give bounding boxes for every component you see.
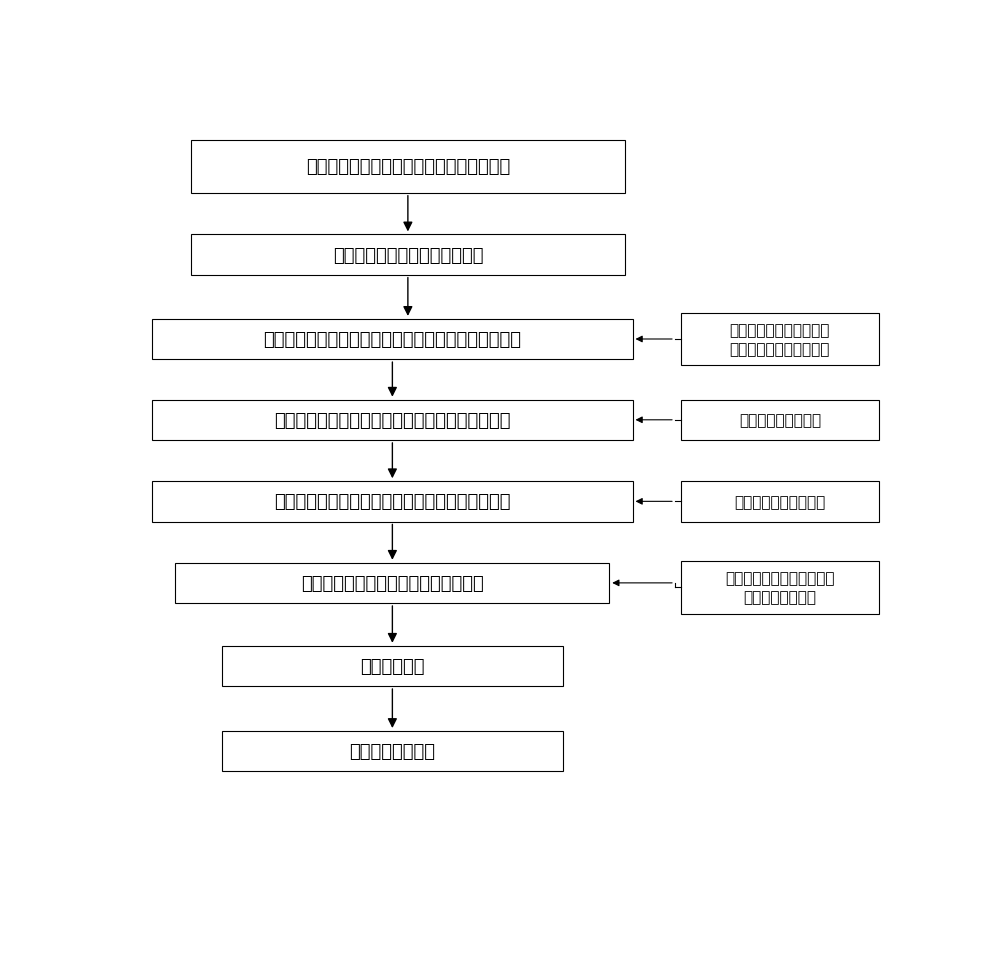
FancyBboxPatch shape (152, 400, 633, 440)
Text: 通过标定得到激光雷达与
掘进机之间的安装误差阵: 通过标定得到激光雷达与 掘进机之间的安装误差阵 (730, 323, 830, 356)
FancyBboxPatch shape (681, 481, 879, 522)
FancyBboxPatch shape (681, 400, 879, 440)
FancyBboxPatch shape (175, 563, 609, 603)
Text: 惯导提供的姿态矩阵: 惯导提供的姿态矩阵 (739, 413, 821, 428)
Text: 惯导提供的掘进机在导航坐
标系中的位置信息: 惯导提供的掘进机在导航坐 标系中的位置信息 (725, 571, 835, 604)
Text: 得到激光雷达到单一控制点在载体坐标系中的距离: 得到激光雷达到单一控制点在载体坐标系中的距离 (274, 412, 511, 430)
Text: 得到掘进机在导航坐标系中的位置坐标: 得到掘进机在导航坐标系中的位置坐标 (301, 575, 484, 592)
FancyBboxPatch shape (152, 319, 633, 360)
Text: 卡尔曼滤波器: 卡尔曼滤波器 (360, 658, 425, 675)
Text: 利用激光雷达对参照面进行扫描: 利用激光雷达对参照面进行扫描 (333, 246, 483, 264)
Text: 启动掘进机，惯导随着掘进机行驶一段距离: 启动掘进机，惯导随着掘进机行驶一段距离 (306, 158, 510, 176)
Text: 得到激光雷达到单一控制点在激光雷达坐标系中的距离: 得到激光雷达到单一控制点在激光雷达坐标系中的距离 (263, 331, 521, 349)
Text: 得到激光雷达到单一控制点在导航坐标系中的距离: 得到激光雷达到单一控制点在导航坐标系中的距离 (274, 493, 511, 511)
FancyBboxPatch shape (222, 731, 563, 772)
FancyBboxPatch shape (191, 235, 625, 275)
FancyBboxPatch shape (152, 481, 633, 522)
FancyBboxPatch shape (681, 314, 879, 366)
FancyBboxPatch shape (222, 646, 563, 686)
FancyBboxPatch shape (681, 561, 879, 614)
FancyBboxPatch shape (191, 141, 625, 193)
Text: 已知单一控制点的坐标: 已知单一控制点的坐标 (734, 495, 826, 509)
Text: 高精度的定位信息: 高精度的定位信息 (349, 742, 435, 760)
